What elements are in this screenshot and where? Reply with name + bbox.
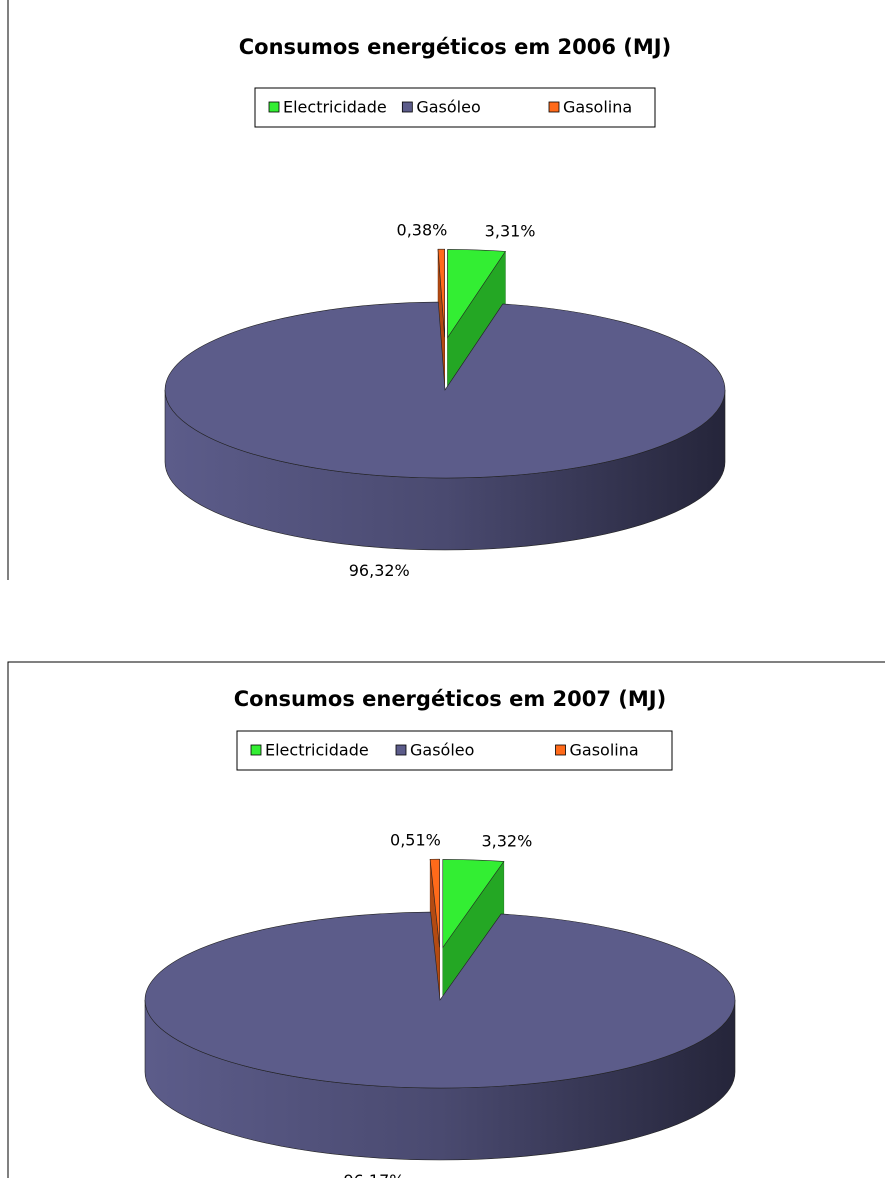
- legend-swatch: [555, 744, 566, 756]
- pie-slice: [442, 859, 505, 949]
- data-label: 96,17%: [343, 1171, 404, 1178]
- chart-frame: [7, 661, 885, 1178]
- data-label: 3,32%: [481, 831, 532, 850]
- tops: [164, 248, 726, 479]
- legend-label: Gasóleo: [416, 98, 480, 117]
- legend-swatch: [548, 101, 560, 113]
- legend-label: Gasóleo: [410, 741, 474, 760]
- legend-box: [254, 87, 656, 128]
- chart-title: Consumos energéticos em 2007 (MJ): [234, 687, 666, 711]
- legend-swatch: [401, 101, 413, 113]
- legend-label: Electricidade: [265, 741, 369, 760]
- data-label: 96,32%: [349, 561, 410, 580]
- legend-swatch: [395, 744, 407, 756]
- legend-label: Gasolina: [563, 98, 632, 117]
- pie-chart: Consumos energéticos em 2007 (MJ) Electri…: [144, 687, 736, 1178]
- pie-chart: Consumos energéticos em 2006 (MJ) Electri…: [164, 35, 726, 580]
- legend-swatch: [268, 101, 280, 113]
- legend-swatch: [250, 744, 262, 756]
- data-label: 0,51%: [390, 831, 441, 850]
- pie-slice: [429, 858, 440, 948]
- legend-label: Gasolina: [570, 741, 639, 760]
- legend-label: Electricidade: [283, 98, 387, 117]
- pie-slice: [447, 249, 506, 339]
- data-label: 0,38%: [397, 221, 448, 240]
- data-label: 3,31%: [485, 221, 536, 240]
- pie-slice: [437, 248, 445, 338]
- legend-box: [236, 730, 673, 771]
- pie-slice: [164, 301, 726, 479]
- chart-title: Consumos energéticos em 2006 (MJ): [239, 35, 671, 59]
- tops: [144, 858, 736, 1089]
- pie-slice: [144, 911, 736, 1089]
